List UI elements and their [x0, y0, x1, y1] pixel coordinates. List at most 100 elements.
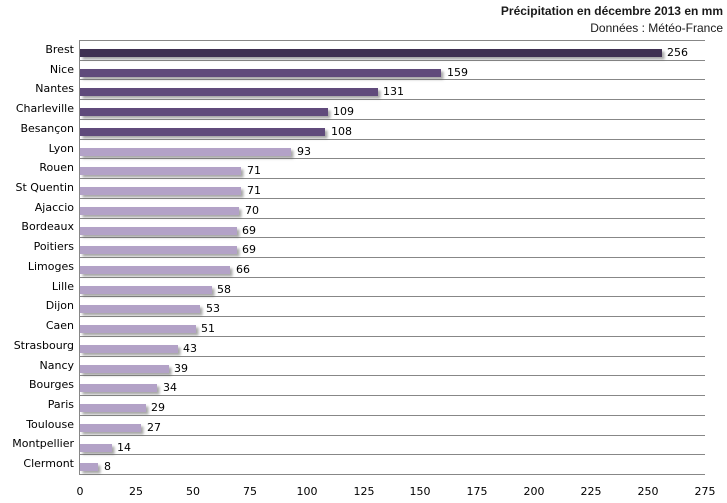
value-label: 69 [242, 224, 256, 237]
gridline [79, 395, 705, 396]
gridline [79, 296, 705, 297]
category-label: Strasbourg [13, 339, 74, 352]
category-label: Bourges [28, 378, 74, 391]
gridline [79, 277, 705, 278]
bar-rouen [80, 167, 241, 175]
chart-title: Précipitation en décembre 2013 en mm [500, 4, 723, 18]
gridline [79, 474, 705, 475]
bar-besançon [80, 128, 325, 136]
category-label: Charleville [15, 102, 74, 115]
bar-toulouse [80, 424, 141, 432]
value-label: 66 [236, 263, 250, 276]
gridline [79, 178, 705, 179]
value-label: 27 [147, 421, 161, 434]
value-label: 159 [447, 66, 468, 79]
bar-strasbourg [80, 345, 178, 353]
x-axis-tick-label: 200 [523, 485, 545, 498]
category-label: Rouen [39, 161, 74, 174]
category-label: Nantes [35, 82, 74, 95]
value-label: 256 [667, 46, 688, 59]
value-label: 58 [217, 283, 231, 296]
bar-limoges [80, 266, 230, 274]
gridline [79, 237, 705, 238]
gridline [79, 198, 705, 199]
x-axis-tick-label: 175 [466, 485, 488, 498]
gridline [79, 119, 705, 120]
bar-nantes [80, 88, 378, 96]
gridline [79, 60, 705, 61]
x-axis-tick-label: 100 [296, 485, 318, 498]
category-label: Toulouse [26, 418, 74, 431]
value-label: 29 [151, 401, 165, 414]
value-label: 131 [383, 85, 404, 98]
value-label: 71 [247, 184, 261, 197]
bar-clermont [80, 463, 98, 471]
gridline [79, 435, 705, 436]
bar-lille [80, 286, 212, 294]
category-label: St Quentin [15, 181, 74, 194]
gridline [79, 99, 705, 100]
value-label: 51 [201, 322, 215, 335]
category-label: Limoges [27, 260, 74, 273]
bar-bordeaux [80, 227, 237, 235]
x-axis-tick-label: 250 [637, 485, 659, 498]
value-label: 71 [247, 164, 261, 177]
gridline [79, 218, 705, 219]
gridline [79, 257, 705, 258]
bar-bourges [80, 384, 157, 392]
bar-nice [80, 69, 441, 77]
category-label: Paris [47, 398, 74, 411]
category-label: Lille [51, 280, 74, 293]
bar-lyon [80, 148, 291, 156]
gridline [79, 454, 705, 455]
gridline [79, 356, 705, 357]
x-axis-tick-label: 25 [129, 485, 143, 498]
bar-caen [80, 325, 196, 333]
bar-ajaccio [80, 207, 239, 215]
value-label: 53 [206, 302, 220, 315]
bar-nancy [80, 365, 169, 373]
x-axis-tick-label: 75 [243, 485, 257, 498]
bar-poitiers [80, 246, 237, 254]
bar-st-quentin [80, 187, 241, 195]
value-label: 70 [245, 204, 259, 217]
category-label: Poitiers [33, 240, 74, 253]
category-label: Besançon [20, 122, 74, 135]
category-label: Montpellier [12, 437, 74, 450]
value-label: 69 [242, 243, 256, 256]
category-label: Clermont [23, 457, 74, 470]
x-axis-tick-label: 125 [353, 485, 375, 498]
value-label: 43 [183, 342, 197, 355]
bar-brest [80, 49, 662, 57]
x-axis-tick-label: 275 [694, 485, 716, 498]
gridline [79, 40, 705, 41]
gridline [79, 375, 705, 376]
bar-dijon [80, 305, 200, 313]
value-label: 93 [297, 145, 311, 158]
category-label: Brest [45, 43, 74, 56]
value-label: 39 [174, 362, 188, 375]
gridline [79, 158, 705, 159]
gridline [79, 336, 705, 337]
bar-charleville [80, 108, 328, 116]
value-label: 8 [104, 460, 111, 473]
chart-subtitle: Données : Météo-France [590, 20, 723, 35]
x-axis-tick-label: 50 [186, 485, 200, 498]
category-label: Lyon [48, 142, 74, 155]
category-label: Nancy [39, 359, 75, 372]
y-axis-line [79, 40, 80, 475]
gridline [79, 316, 705, 317]
value-label: 109 [333, 105, 354, 118]
value-label: 34 [163, 381, 177, 394]
gridline [79, 79, 705, 80]
value-label: 14 [117, 441, 131, 454]
bar-montpellier [80, 444, 112, 452]
x-axis-tick-label: 0 [76, 485, 84, 498]
value-label: 108 [331, 125, 352, 138]
category-label: Nice [49, 63, 74, 76]
x-axis-tick-label: 150 [409, 485, 431, 498]
chart-header: Précipitation en décembre 2013 en mm Don… [501, 3, 723, 36]
gridline [79, 415, 705, 416]
category-label: Ajaccio [34, 201, 74, 214]
